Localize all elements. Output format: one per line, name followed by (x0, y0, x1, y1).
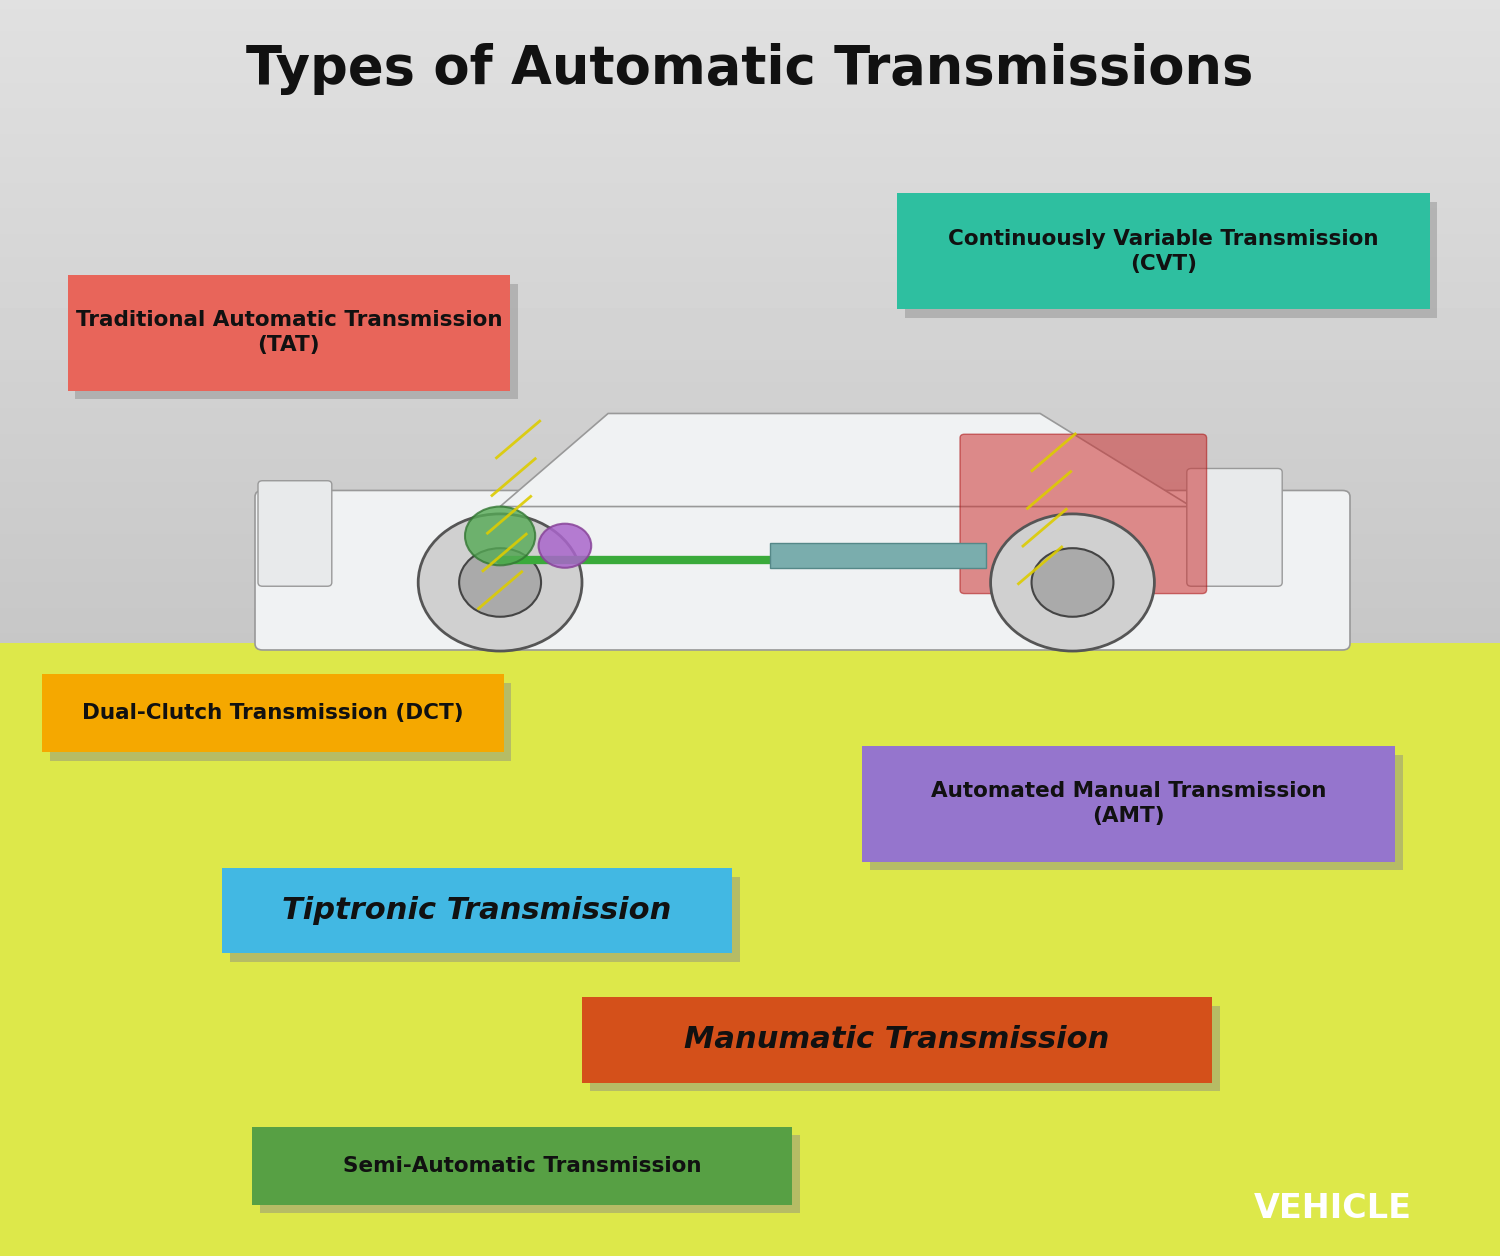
FancyBboxPatch shape (862, 746, 1395, 862)
FancyBboxPatch shape (255, 491, 1350, 651)
FancyBboxPatch shape (0, 643, 1500, 1256)
FancyBboxPatch shape (230, 877, 740, 962)
Circle shape (419, 514, 582, 651)
Text: Manumatic Transmission: Manumatic Transmission (684, 1025, 1110, 1055)
FancyBboxPatch shape (582, 997, 1212, 1083)
FancyBboxPatch shape (960, 435, 1206, 594)
FancyBboxPatch shape (42, 674, 504, 752)
FancyBboxPatch shape (50, 683, 512, 761)
FancyBboxPatch shape (897, 193, 1430, 309)
Text: Semi-Automatic Transmission: Semi-Automatic Transmission (342, 1156, 700, 1176)
Text: Types of Automatic Transmissions: Types of Automatic Transmissions (246, 43, 1254, 95)
Text: UPGRADED: UPGRADED (1050, 1192, 1258, 1225)
FancyBboxPatch shape (870, 755, 1402, 870)
FancyBboxPatch shape (590, 1006, 1220, 1091)
FancyBboxPatch shape (258, 481, 332, 587)
FancyBboxPatch shape (222, 868, 732, 953)
FancyBboxPatch shape (68, 275, 510, 391)
Polygon shape (500, 413, 1191, 506)
Circle shape (459, 548, 542, 617)
Text: Automated Manual Transmission
(AMT): Automated Manual Transmission (AMT) (932, 781, 1326, 826)
Circle shape (990, 514, 1155, 651)
FancyBboxPatch shape (1186, 468, 1282, 587)
Text: Traditional Automatic Transmission
(TAT): Traditional Automatic Transmission (TAT) (75, 310, 503, 355)
Circle shape (1032, 548, 1113, 617)
Text: Tiptronic Transmission: Tiptronic Transmission (282, 896, 672, 926)
Text: Continuously Variable Transmission
(CVT): Continuously Variable Transmission (CVT) (948, 229, 1378, 274)
FancyBboxPatch shape (75, 284, 518, 399)
Circle shape (538, 524, 591, 568)
FancyBboxPatch shape (770, 544, 986, 568)
Text: Dual-Clutch Transmission (DCT): Dual-Clutch Transmission (DCT) (82, 703, 464, 723)
FancyBboxPatch shape (252, 1127, 792, 1205)
Circle shape (465, 506, 536, 565)
FancyBboxPatch shape (260, 1135, 800, 1213)
FancyBboxPatch shape (904, 202, 1437, 318)
Text: VEHICLE: VEHICLE (1254, 1192, 1412, 1225)
